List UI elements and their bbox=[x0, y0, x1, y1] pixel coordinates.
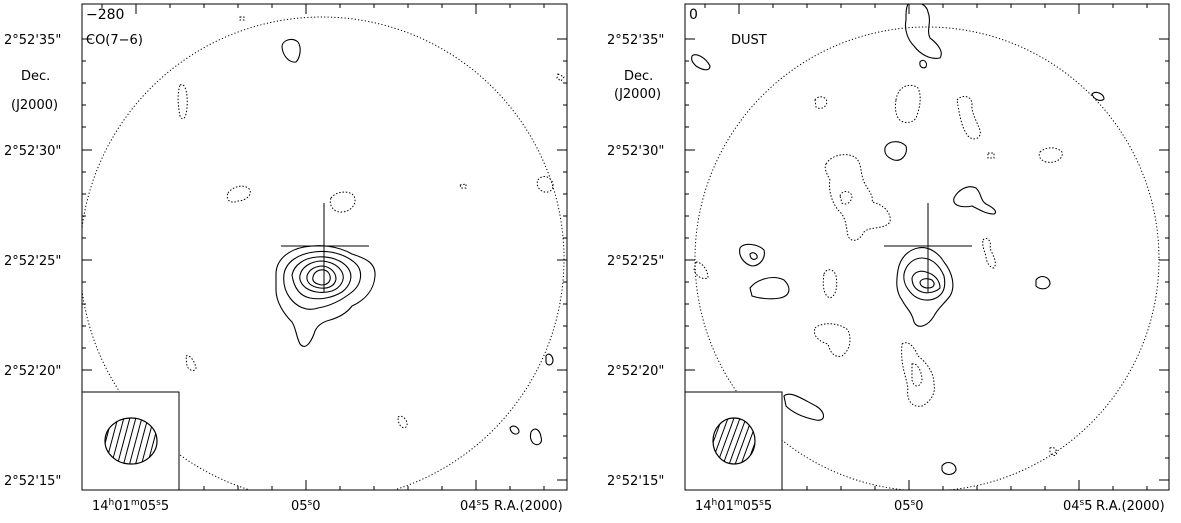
plot-frame bbox=[684, 3, 1170, 491]
tick-marks bbox=[685, 4, 1169, 490]
y-tick-label: 2°52'20" bbox=[4, 364, 61, 379]
map-label: CO(7−6) bbox=[86, 33, 143, 48]
y-tick-label: 2°52'35" bbox=[607, 33, 664, 48]
source-marker-cross bbox=[884, 203, 972, 292]
y-axis-title: Dec. (J2000) bbox=[11, 69, 58, 113]
x-tick-labels: 14h01m05s5 05s0 04s5 bbox=[92, 498, 490, 514]
primary-beam-circle bbox=[82, 16, 565, 490]
beam-inset bbox=[685, 391, 783, 490]
y-axis-title-line1: Dec. bbox=[21, 69, 50, 84]
y-axis-title-line1: Dec. bbox=[624, 69, 653, 84]
y-axis-title-line2: (J2000) bbox=[11, 98, 58, 113]
y-tick-label: 2°52'30" bbox=[4, 144, 61, 159]
negative-contours bbox=[177, 16, 565, 429]
y-tick-label: 2°52'30" bbox=[607, 144, 664, 159]
y-tick-label: 2°52'35" bbox=[4, 33, 61, 48]
y-tick-label: 2°52'15" bbox=[607, 474, 664, 489]
x-tick-label: 05s0 bbox=[291, 498, 321, 514]
panel-co: −280 CO(7−6) Dec. (J2000) 2°52'35" 2°52'… bbox=[4, 3, 568, 514]
x-axis-title: R.A.(2000) bbox=[494, 499, 563, 514]
positive-contours bbox=[691, 4, 1105, 476]
x-axis-title: R.A.(2000) bbox=[1096, 499, 1165, 514]
corner-value-label: 0 bbox=[689, 7, 698, 23]
y-tick-label: 2°52'20" bbox=[607, 364, 664, 379]
plot-frame bbox=[81, 3, 568, 491]
beam-inset bbox=[82, 391, 180, 490]
corner-value-label: −280 bbox=[86, 7, 124, 23]
x-tick-labels: 14h01m05s5 05s0 04s5 bbox=[695, 498, 1093, 514]
y-axis-title: Dec. (J2000) bbox=[614, 69, 661, 102]
x-tick-label: 04s5 bbox=[1063, 498, 1093, 514]
y-tick-label: 2°52'25" bbox=[4, 254, 61, 269]
source-marker-cross bbox=[281, 203, 369, 292]
y-tick-label: 2°52'15" bbox=[4, 474, 61, 489]
x-tick-label: 04s5 bbox=[460, 498, 490, 514]
y-axis-title-line2: (J2000) bbox=[614, 87, 661, 102]
primary-beam-circle bbox=[694, 26, 1160, 490]
x-tick-label: 14h01m05s5 bbox=[92, 498, 169, 514]
x-tick-label: 14h01m05s5 bbox=[695, 498, 772, 514]
y-tick-labels: 2°52'35" 2°52'30" 2°52'25" 2°52'20" 2°52… bbox=[607, 33, 664, 489]
negative-contours bbox=[693, 84, 1063, 456]
y-tick-labels: 2°52'35" 2°52'30" 2°52'25" 2°52'20" 2°52… bbox=[4, 33, 61, 489]
map-label: DUST bbox=[731, 33, 767, 48]
panel-dust: 0 DUST Dec. (J2000) 2°52'35" 2°52'30" 2°… bbox=[607, 3, 1170, 514]
y-tick-label: 2°52'25" bbox=[607, 254, 664, 269]
positive-contours bbox=[275, 38, 554, 446]
x-tick-label: 05s0 bbox=[894, 498, 924, 514]
